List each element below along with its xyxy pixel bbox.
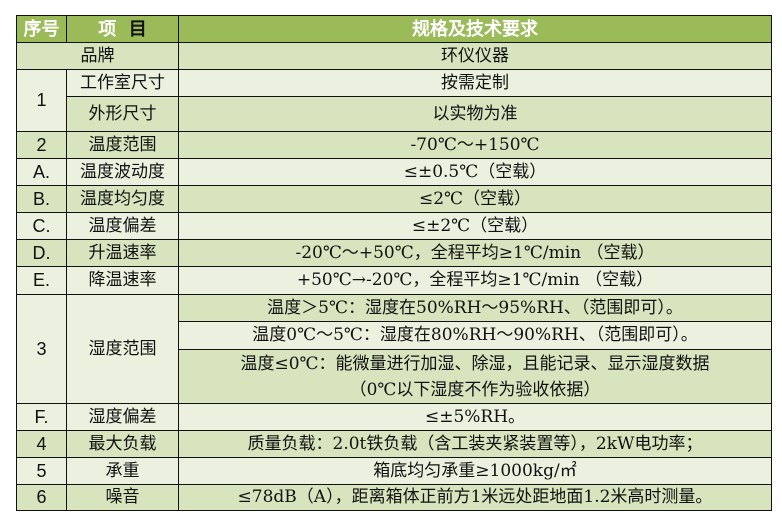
table-row: 3 湿度范围 温度＞5℃：湿度在50%RH～95%RH、（范围即可）。 [16,294,772,404]
row-no: 4 [16,430,67,458]
row-item: 最大负载 [66,430,179,458]
row-no: A. [16,158,67,186]
row-spec: ≤±0.5℃（空载） [178,158,772,186]
row-no: F. [16,403,67,431]
row-spec: -70℃～+150℃ [178,131,772,159]
row-item: 湿度范围 [66,294,179,404]
header-item: 项 目 [66,15,179,43]
row-spec: ≤2℃（空载） [178,185,772,213]
row-spec: ≤±2℃（空载） [178,212,772,240]
table-row: 品牌 环仪仪器 [16,42,772,70]
row-no: E. [16,266,67,295]
header-spec: 规格及技术要求 [178,15,772,43]
row-spec: 箱底均匀承重≥1000kg/㎡ [178,457,772,485]
spec-table: 序号 项 目 规格及技术要求 品牌 环仪仪器 1 工作室尺寸 按需定制 外形尺寸… [16,15,772,511]
table-row: 1 工作室尺寸 按需定制 [16,69,772,132]
row-spec: 温度≤0℃：能微量进行加湿、除湿，且能记录、显示湿度数据 （0℃以下湿度不作为验收… [178,349,772,404]
row-spec: 按需定制 [178,69,772,97]
table-row: F. 湿度偏差 ≤±5%RH。 [16,403,772,431]
row-item: 外形尺寸 [66,96,179,132]
table-row: 外形尺寸 以实物为准 [16,96,772,132]
row-item: 噪音 [66,484,179,511]
row-no: 5 [16,457,67,485]
row-item: 升温速率 [66,239,179,267]
table-row: B. 温度均匀度 ≤2℃（空载） [16,185,772,213]
table-row: C. 温度偏差 ≤±2℃（空载） [16,212,772,240]
row-item: 温度波动度 [66,158,179,186]
header-row: 序号 项 目 规格及技术要求 [16,15,772,43]
brand-value: 环仪仪器 [178,42,772,70]
table-row: E. 降温速率 +50℃→-20℃，全程平均≥1℃/min （空载） [16,266,772,295]
row-no: D. [16,239,67,267]
header-no: 序号 [16,15,67,43]
header-item-b: 目 [128,18,147,40]
row-no: B. [16,185,67,213]
row-spec: +50℃→-20℃，全程平均≥1℃/min （空载） [178,266,772,295]
row-spec: ≤78dB（A），距离箱体正前方1米远处距地面1.2米高时测量。 [178,484,772,511]
row-item: 温度范围 [66,131,179,159]
row-spec: -20℃～+50℃，全程平均≥1℃/min （空载） [178,239,772,267]
table-row: 4 最大负载 质量负载：2.0t铁负载（含工装夹紧装置等），2kW电功率； [16,430,772,458]
row-spec: 质量负载：2.0t铁负载（含工装夹紧装置等），2kW电功率； [178,430,772,458]
table-row: A. 温度波动度 ≤±0.5℃（空载） [16,158,772,186]
table-row: 5 承重 箱底均匀承重≥1000kg/㎡ [16,457,772,485]
row-item: 温度偏差 [66,212,179,240]
row-spec-line2: （0℃以下湿度不作为验收依据） [349,379,601,400]
row-spec: ≤±5%RH。 [178,403,772,431]
brand-label: 品牌 [16,42,179,70]
row-no: C. [16,212,67,240]
row-spec: 温度0℃～5℃：湿度在80%RH～90%RH、（范围即可）。 [178,321,772,350]
row-item: 降温速率 [66,266,179,295]
table-row: D. 升温速率 -20℃～+50℃，全程平均≥1℃/min （空载） [16,239,772,267]
table-row: 6 噪音 ≤78dB（A），距离箱体正前方1米远处距地面1.2米高时测量。 [16,484,772,511]
row-spec-line1: 温度≤0℃：能微量进行加湿、除湿，且能记录、显示湿度数据 [240,353,710,374]
row-spec: 以实物为准 [178,96,772,132]
table-row: 2 温度范围 -70℃～+150℃ [16,131,772,159]
row-item: 承重 [66,457,179,485]
row-item: 温度均匀度 [66,185,179,213]
row-no: 6 [16,484,67,511]
row-spec: 温度＞5℃：湿度在50%RH～95%RH、（范围即可）。 [178,294,772,322]
row-item: 工作室尺寸 [66,69,179,97]
row-no: 3 [16,294,67,404]
row-no: 1 [16,69,67,132]
row-item: 湿度偏差 [66,403,179,431]
header-item-a: 项 [98,18,117,40]
row-no: 2 [16,131,67,159]
